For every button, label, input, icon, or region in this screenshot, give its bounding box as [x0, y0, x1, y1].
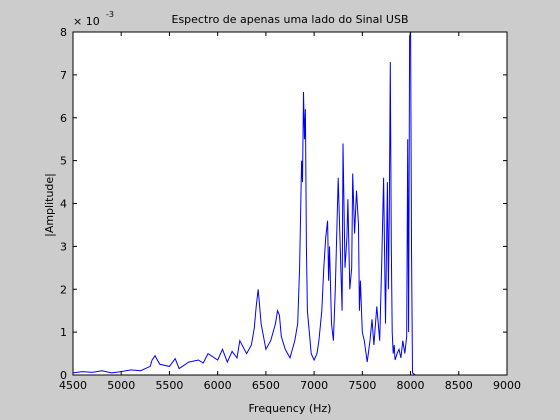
y-tick-label: 6 — [60, 112, 67, 125]
x-tick-label: 9000 — [493, 379, 521, 392]
y-exponent-label: × 10 — [73, 15, 100, 28]
y-tick-label: 0 — [60, 369, 67, 382]
plot-area — [73, 32, 507, 375]
y-tick-label: 3 — [60, 240, 67, 253]
ticks-layer: 4500 5000 5500 6000 6500 7000 7500 8000 8500 9000… — [59, 26, 521, 392]
y-axis-label: |Amplitude| — [43, 173, 56, 237]
y-tick-label: 7 — [60, 69, 67, 82]
x-tick-label: 6500 — [252, 379, 280, 392]
x-tick-label: 7500 — [348, 379, 376, 392]
x-tick-label: 7000 — [300, 379, 328, 392]
x-tick-label: 5500 — [155, 379, 183, 392]
y-tick-label: 1 — [60, 326, 67, 339]
y-tick-label: 8 — [60, 26, 67, 39]
x-tick-label: 8500 — [445, 379, 473, 392]
x-tick-label: 5000 — [107, 379, 135, 392]
data-layer — [73, 32, 507, 375]
y-exponent-power: -3 — [106, 10, 114, 19]
y-tick-label: 4 — [60, 198, 67, 211]
y-tick-label: 5 — [60, 155, 67, 168]
chart-title: Espectro de apenas uma lado do Sinal USB — [172, 13, 409, 26]
spectrum-line — [73, 32, 507, 375]
x-axis-label: Frequency (Hz) — [249, 402, 332, 415]
x-tick-label: 6000 — [204, 379, 232, 392]
x-tick-label: 8000 — [397, 379, 425, 392]
y-tick-label: 2 — [60, 283, 67, 296]
x-tick-label: 4500 — [59, 379, 87, 392]
